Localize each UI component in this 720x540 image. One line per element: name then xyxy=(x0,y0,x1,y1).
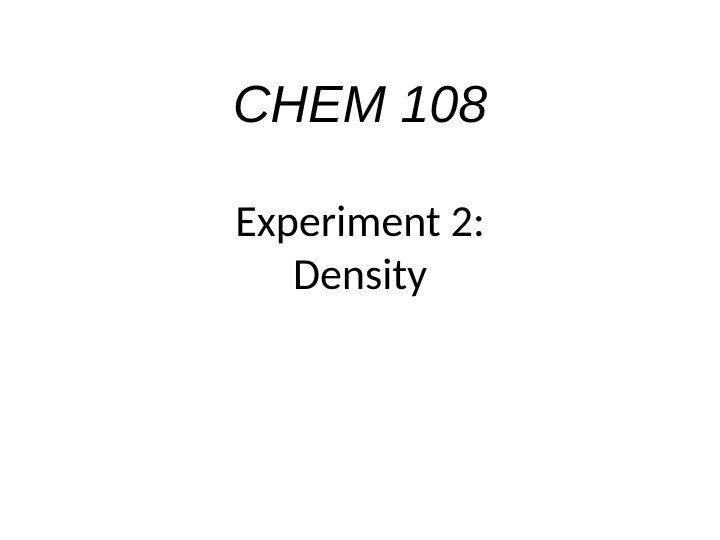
slide-container: CHEM 108 Experiment 2: Density xyxy=(0,0,720,540)
experiment-title: Experiment 2: Density xyxy=(0,195,720,301)
experiment-title-line2: Density xyxy=(0,248,720,301)
course-title: CHEM 108 xyxy=(0,75,720,135)
experiment-title-line1: Experiment 2: xyxy=(0,195,720,248)
